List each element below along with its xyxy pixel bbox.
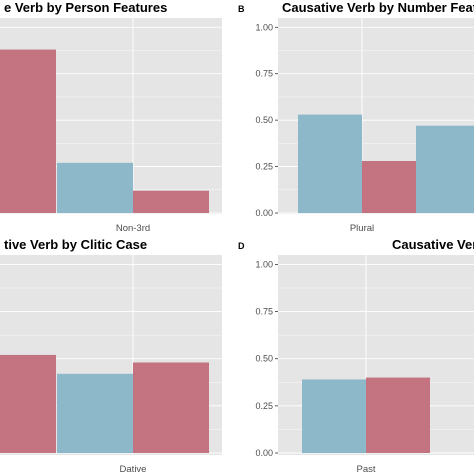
panel-b-y-tick-label: 0.50 bbox=[255, 115, 273, 125]
panel-b-label: B bbox=[238, 4, 245, 14]
panel-b-x-tick-plural: Plural bbox=[350, 223, 374, 234]
panel-d-title: Causative Verb bbox=[392, 237, 474, 252]
panel-d-y-tick-label: 0.50 bbox=[255, 354, 273, 364]
panel-d-y-tick-label: 0.00 bbox=[255, 448, 273, 458]
panel-d-y-tick-label: 0.25 bbox=[255, 401, 273, 411]
panel-a-title: e Verb by Person Features bbox=[4, 0, 167, 15]
panel-b-title: Causative Verb by Number Featu bbox=[282, 0, 474, 15]
panel-c-x-tick-dative: Dative bbox=[120, 464, 147, 474]
panel-b-y-tick-label: 0.00 bbox=[255, 208, 273, 218]
panel-c-bar-blank-series-2 bbox=[0, 354, 56, 453]
panel-b: B Causative Verb by Number Featu 0.00 0.2… bbox=[238, 0, 474, 234]
panel-d: D Causative Verb 0.00 0.25 0.50 0.75 1.00 Pa… bbox=[238, 237, 474, 474]
panel-c-bar-dative-series-1 bbox=[57, 373, 133, 453]
panel-b-y-tick-label: 1.00 bbox=[255, 22, 273, 32]
panel-c: tive Verb by Clitic Case Dative bbox=[0, 237, 222, 474]
panel-b-bar-blank-series-1 bbox=[416, 125, 474, 213]
panel-b-y-tick-label: 0.75 bbox=[255, 69, 273, 79]
panel-a: e Verb by Person Features Non-3rd bbox=[0, 0, 222, 234]
panel-d-bar-past-series-2 bbox=[366, 377, 430, 453]
panel-b-bar-plural-series-1 bbox=[298, 114, 362, 213]
panel-a-bar-non-3rd-series-1 bbox=[57, 162, 133, 213]
panel-a-x-tick-non-3rd: Non-3rd bbox=[116, 223, 150, 234]
panel-d-y-tick-label: 1.00 bbox=[255, 259, 273, 269]
panel-c-bar-dative-series-2 bbox=[133, 362, 209, 453]
panel-b-y-tick-label: 0.25 bbox=[255, 162, 273, 172]
panel-d-y-tick-label: 0.75 bbox=[255, 307, 273, 317]
panel-d-x-tick-past: Past bbox=[356, 464, 375, 474]
panel-d-label: D bbox=[238, 241, 245, 251]
panel-b-bar-plural-series-2 bbox=[362, 161, 426, 213]
panel-a-bar-blank-series-2 bbox=[0, 49, 56, 214]
panel-c-title: tive Verb by Clitic Case bbox=[4, 237, 147, 252]
panel-a-bar-non-3rd-series-2 bbox=[133, 190, 209, 213]
panel-d-bar-past-series-1 bbox=[302, 379, 366, 453]
